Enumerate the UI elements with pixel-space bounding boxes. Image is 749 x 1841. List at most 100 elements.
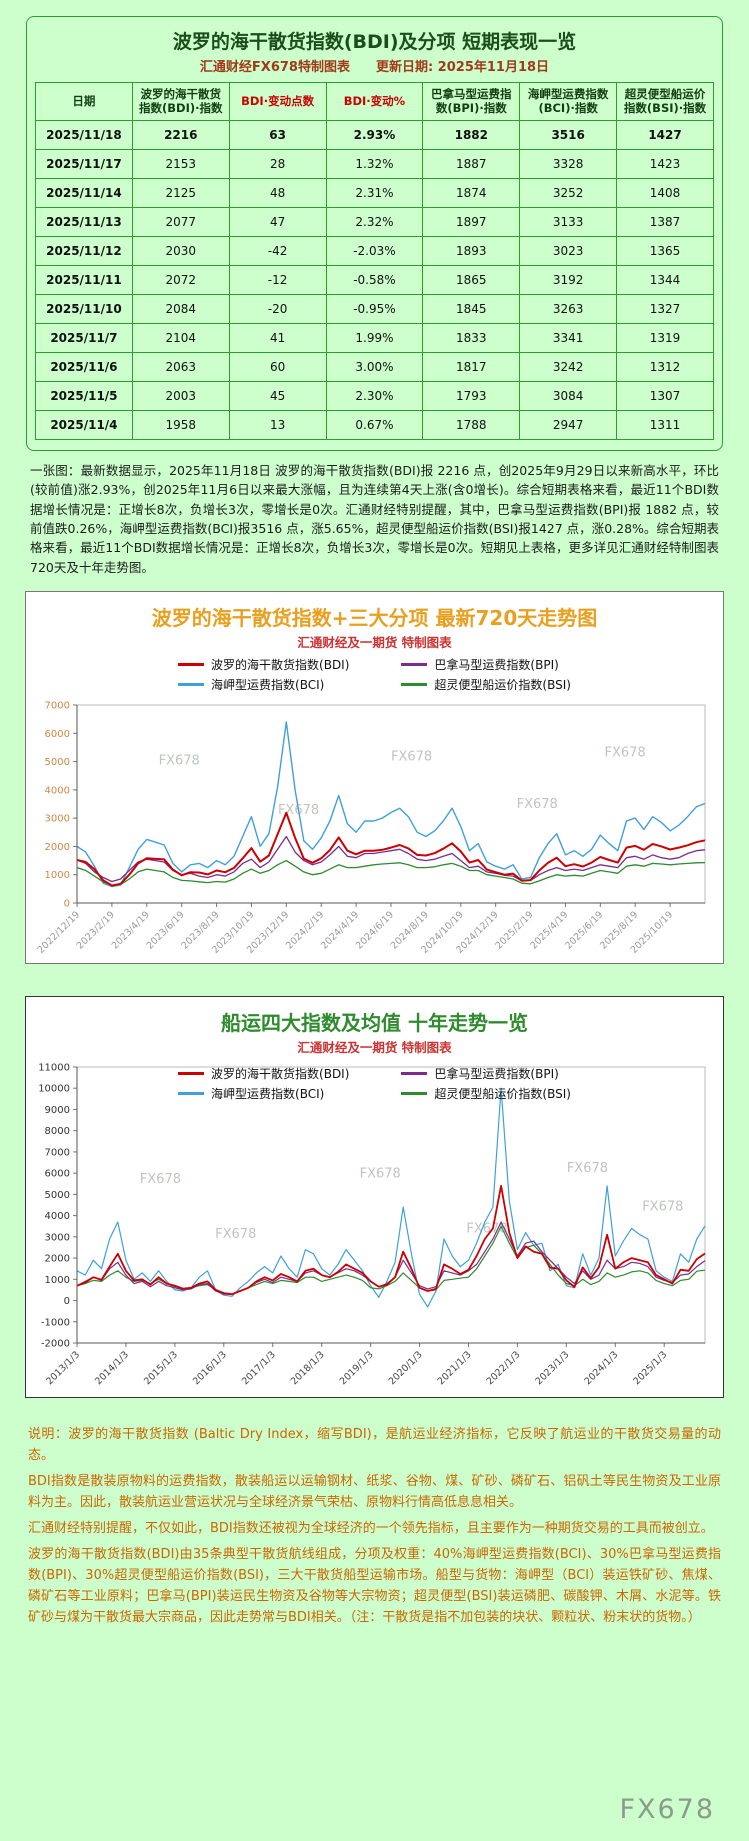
date-cell: 2025/11/7 [35, 322, 133, 353]
value-cell: 1423 [616, 148, 714, 179]
svg-text:2023/1/3: 2023/1/3 [533, 1349, 571, 1387]
column-header: 超灵便型船运价指数(BSI)·指数 [616, 82, 714, 121]
value-cell: -0.95% [325, 293, 424, 324]
svg-text:5000: 5000 [44, 757, 69, 768]
svg-text:3000: 3000 [44, 1232, 69, 1243]
value-cell: 1365 [616, 235, 714, 266]
svg-text:2013/1/3: 2013/1/3 [44, 1349, 82, 1387]
value-cell: -0.58% [325, 264, 424, 295]
svg-text:2022/1/3: 2022/1/3 [484, 1349, 522, 1387]
svg-text:FX678: FX678 [516, 797, 557, 812]
value-cell: 1311 [616, 409, 714, 440]
table-row: 2025/11/12 2030 -42 -2.03% 1893 3023 1365 [35, 235, 714, 266]
svg-text:2014/1/3: 2014/1/3 [93, 1349, 131, 1387]
value-cell: -12 [228, 264, 327, 295]
svg-text:FX678: FX678 [566, 1161, 607, 1176]
value-cell: 2104 [131, 322, 230, 353]
svg-text:FX678: FX678 [359, 1166, 400, 1181]
series-line [76, 1185, 706, 1296]
value-cell: 1344 [616, 264, 714, 295]
column-header: 波罗的海干散货指数(BDI)·指数 [131, 82, 230, 121]
value-cell: 3133 [519, 206, 618, 237]
bdi-table-body: 2025/11/18 2216 63 2.93% 1882 3516 1427 2025/11… [35, 119, 714, 440]
value-cell: 2077 [131, 206, 230, 237]
svg-text:FX678: FX678 [604, 745, 645, 760]
series-line [76, 811, 705, 887]
svg-text:2000: 2000 [44, 1254, 69, 1265]
value-cell: 1319 [616, 322, 714, 353]
svg-text:1000: 1000 [44, 870, 69, 881]
value-cell: 2.31% [325, 177, 424, 208]
bdi-table-header-row: 日期 波罗的海干散货指数(BDI)·指数 BDI·变动点数 BDI·变动% 巴拿马型运费… [35, 82, 714, 121]
legend-label: 波罗的海干散货指数(BDI) [211, 1067, 350, 1081]
svg-text:2018/1/3: 2018/1/3 [288, 1349, 326, 1387]
value-cell: 3084 [519, 380, 618, 411]
value-cell: 1845 [422, 293, 521, 324]
legend-item: 波罗的海干散货指数(BDI) [178, 1065, 349, 1082]
value-cell: 41 [228, 322, 327, 353]
date-cell: 2025/11/12 [35, 235, 133, 266]
value-cell: 1327 [616, 293, 714, 324]
svg-text:FX678: FX678 [139, 1172, 180, 1187]
column-header: BDI·变动% [325, 82, 424, 121]
table-row: 2025/11/6 2063 60 3.00% 1817 3242 1312 [35, 351, 714, 382]
table-row: 2025/11/17 2153 28 1.32% 1887 3328 1423 [35, 148, 714, 179]
legend-item: 巴拿马型运费指数(BPI) [401, 656, 571, 673]
svg-text:3000: 3000 [44, 814, 69, 825]
table-row: 2025/11/13 2077 47 2.32% 1897 3133 1387 [35, 206, 714, 237]
page: { "page": { "watermark": "FX678", "backg… [0, 16, 749, 1841]
legend-label: 巴拿马型运费指数(BPI) [434, 1067, 559, 1081]
value-cell: -20 [228, 293, 327, 324]
value-cell: 3252 [519, 177, 618, 208]
value-cell: 1874 [422, 177, 521, 208]
legend-line-swatch [178, 1072, 205, 1075]
value-cell: 1882 [422, 119, 521, 150]
date-cell: 2025/11/4 [35, 409, 133, 440]
svg-text:6000: 6000 [44, 729, 69, 740]
svg-text:7000: 7000 [44, 1147, 69, 1158]
value-cell: 63 [228, 119, 327, 150]
legend-item: 超灵便型船运价指数(BSI) [401, 676, 571, 693]
svg-text:1000: 1000 [44, 1275, 69, 1286]
chart-10year-section: 船运四大指数及均值 十年走势一览 汇通财经及一期货 特制图表 -2000 -100… [25, 996, 724, 1398]
value-cell: 3516 [519, 119, 618, 150]
footer-notes: 说明：波罗的海干散货指数 (Baltic Dry Index，缩写BDI)，是航… [28, 1424, 721, 1628]
column-header: BDI·变动点数 [228, 82, 327, 121]
value-cell: 1893 [422, 235, 521, 266]
value-cell: 2084 [131, 293, 230, 324]
svg-text:-1000: -1000 [40, 1317, 69, 1328]
value-cell: -2.03% [325, 235, 424, 266]
value-cell: 2216 [131, 119, 230, 150]
summary-note: 一张图：最新数据显示，2025年11月18日 波罗的海干散货指数(BDI)报 2… [30, 462, 719, 575]
legend-line-swatch [178, 683, 205, 686]
value-cell: 3023 [519, 235, 618, 266]
chart2-canvas: -2000 -1000 0 1000 2000 3000 4000 5000 6000 7000 8… [38, 1063, 706, 1387]
svg-text:4000: 4000 [44, 785, 69, 796]
table-row: 2025/11/5 2003 45 2.30% 1793 3084 1307 [35, 380, 714, 411]
chart-720day-section: 波罗的海干散货指数+三大分项 最新720天走势图 汇通财经及一期货 特制图表 波… [25, 591, 724, 964]
legend-line-swatch [401, 1072, 428, 1075]
svg-text:2019/1/3: 2019/1/3 [337, 1349, 375, 1387]
date-cell: 2025/11/6 [35, 351, 133, 382]
chart1-title: 波罗的海干散货指数+三大分项 最新720天走势图 [151, 606, 598, 630]
legend-item: 海岬型运费指数(BCI) [178, 1085, 349, 1102]
column-header: 日期 [35, 82, 133, 121]
table-row: 2025/11/4 1958 13 0.67% 1788 2947 1311 [35, 409, 714, 440]
value-cell: 48 [228, 177, 327, 208]
series-line [76, 859, 705, 887]
legend-label: 超灵便型船运价指数(BSI) [434, 678, 571, 692]
table-row: 2025/11/14 2125 48 2.31% 1874 3252 1408 [35, 177, 714, 208]
date-cell: 2025/11/17 [35, 148, 133, 179]
legend-line-swatch [401, 1092, 428, 1095]
footer-line: 波罗的海干散货指数(BDI)由35条典型干散货航线组成，分项及权重：40%海岬型… [28, 1547, 721, 1626]
date-cell: 2025/11/10 [35, 293, 133, 324]
value-cell: 2030 [131, 235, 230, 266]
footer-line: 汇通财经特别提醒，不仅如此，BDI指数还被视为全球经济的一个领先指标，且主要作为… [28, 1521, 714, 1537]
value-cell: 1.32% [325, 148, 424, 179]
svg-text:2015/1/3: 2015/1/3 [142, 1349, 180, 1387]
chart2-legend: 波罗的海干散货指数(BDI) 巴拿马型运费指数(BPI) 海岬型运费指数(BCI) 超… [26, 1065, 723, 1102]
svg-text:FX678: FX678 [391, 749, 432, 764]
svg-text:6000: 6000 [44, 1169, 69, 1180]
chart2-title: 船运四大指数及均值 十年走势一览 [221, 1011, 528, 1035]
value-cell: 3.00% [325, 351, 424, 382]
